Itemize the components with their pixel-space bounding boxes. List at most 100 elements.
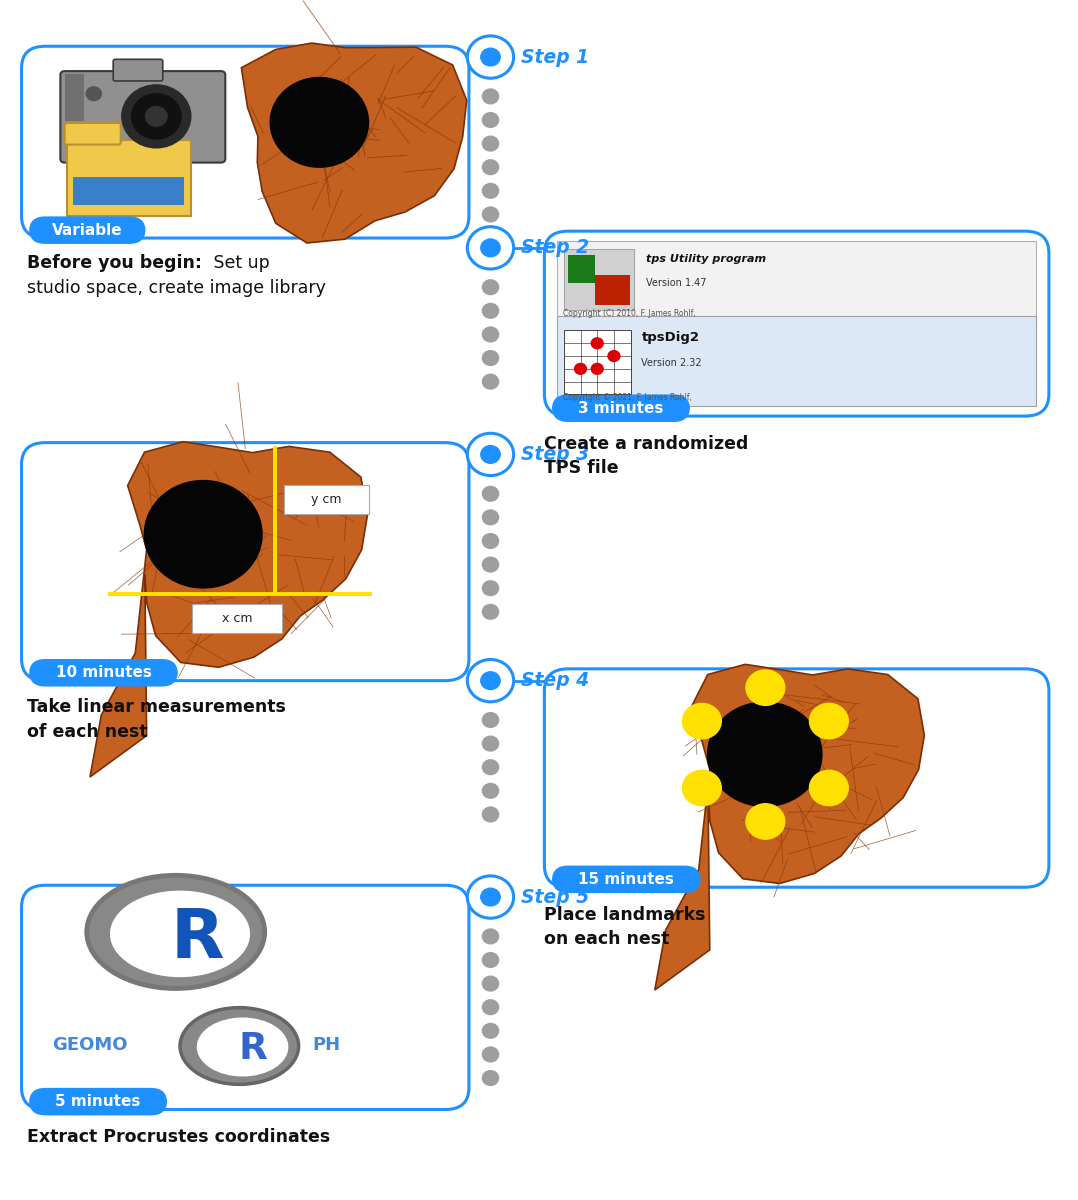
- FancyBboxPatch shape: [564, 248, 634, 310]
- Circle shape: [810, 770, 848, 805]
- Text: PH: PH: [313, 1036, 341, 1054]
- Circle shape: [483, 953, 498, 967]
- Circle shape: [483, 557, 498, 572]
- FancyBboxPatch shape: [22, 886, 469, 1110]
- Polygon shape: [241, 43, 467, 244]
- Circle shape: [132, 94, 181, 139]
- Text: Step 2: Step 2: [521, 239, 589, 257]
- FancyBboxPatch shape: [22, 443, 469, 680]
- Circle shape: [483, 1048, 498, 1062]
- Text: Create a randomized: Create a randomized: [544, 434, 749, 452]
- Circle shape: [122, 85, 191, 148]
- Ellipse shape: [86, 875, 265, 989]
- Circle shape: [608, 350, 620, 361]
- Text: R: R: [239, 1031, 267, 1067]
- Circle shape: [483, 1070, 498, 1086]
- FancyBboxPatch shape: [113, 59, 163, 80]
- Text: Step 4: Step 4: [521, 671, 589, 690]
- Text: 5 minutes: 5 minutes: [55, 1094, 141, 1109]
- Polygon shape: [89, 442, 368, 776]
- Circle shape: [468, 36, 514, 78]
- Circle shape: [682, 703, 721, 739]
- FancyBboxPatch shape: [73, 178, 184, 204]
- FancyBboxPatch shape: [557, 241, 1036, 322]
- Circle shape: [483, 1000, 498, 1014]
- Text: Version 1.47: Version 1.47: [646, 278, 706, 288]
- Text: Before you begin:: Before you begin:: [27, 253, 202, 271]
- Circle shape: [483, 374, 498, 389]
- Circle shape: [575, 364, 586, 374]
- Circle shape: [483, 113, 498, 127]
- Text: on each nest: on each nest: [544, 930, 669, 948]
- FancyBboxPatch shape: [65, 74, 84, 121]
- Text: Take linear measurements: Take linear measurements: [27, 698, 286, 716]
- Text: R: R: [170, 905, 224, 972]
- Text: Step 5: Step 5: [521, 888, 589, 906]
- FancyBboxPatch shape: [557, 316, 1036, 407]
- Text: Step 1: Step 1: [521, 48, 589, 66]
- Circle shape: [483, 605, 498, 619]
- FancyBboxPatch shape: [595, 275, 630, 305]
- Circle shape: [483, 760, 498, 774]
- Circle shape: [483, 808, 498, 822]
- FancyBboxPatch shape: [67, 139, 191, 216]
- Text: studio space, create image library: studio space, create image library: [27, 280, 326, 298]
- FancyBboxPatch shape: [564, 330, 631, 395]
- Text: x cm: x cm: [222, 612, 252, 625]
- Text: Copyright (C) 2010, F. James Rohlf,: Copyright (C) 2010, F. James Rohlf,: [563, 308, 695, 318]
- Text: Version 2.32: Version 2.32: [641, 358, 702, 367]
- Circle shape: [481, 445, 500, 463]
- Text: 15 minutes: 15 minutes: [579, 872, 674, 887]
- Circle shape: [746, 804, 785, 839]
- Circle shape: [481, 672, 500, 690]
- Circle shape: [271, 78, 369, 167]
- Circle shape: [483, 977, 498, 991]
- Text: Copyright © 2021, F. James Rohlf,: Copyright © 2021, F. James Rohlf,: [563, 394, 692, 402]
- Text: Step 3: Step 3: [521, 445, 589, 464]
- Circle shape: [481, 239, 500, 257]
- FancyBboxPatch shape: [65, 122, 121, 144]
- Circle shape: [468, 876, 514, 918]
- Circle shape: [483, 137, 498, 151]
- Text: Variable: Variable: [52, 223, 123, 238]
- Circle shape: [682, 770, 721, 805]
- FancyBboxPatch shape: [29, 1088, 167, 1116]
- FancyBboxPatch shape: [284, 485, 369, 515]
- Circle shape: [483, 737, 498, 751]
- FancyBboxPatch shape: [552, 865, 701, 893]
- Text: GEOMO: GEOMO: [52, 1036, 127, 1054]
- Circle shape: [483, 534, 498, 548]
- FancyBboxPatch shape: [29, 216, 146, 244]
- Circle shape: [483, 784, 498, 798]
- Circle shape: [810, 703, 848, 739]
- Circle shape: [146, 107, 167, 126]
- Circle shape: [483, 160, 498, 174]
- Circle shape: [481, 888, 500, 906]
- Text: tpsDig2: tpsDig2: [641, 331, 700, 344]
- FancyBboxPatch shape: [192, 604, 282, 634]
- Circle shape: [483, 350, 498, 366]
- Circle shape: [483, 328, 498, 342]
- Ellipse shape: [180, 1008, 299, 1085]
- FancyBboxPatch shape: [29, 659, 178, 686]
- Circle shape: [144, 480, 262, 588]
- Circle shape: [483, 1024, 498, 1038]
- Circle shape: [483, 304, 498, 318]
- Circle shape: [483, 89, 498, 103]
- Circle shape: [483, 510, 498, 524]
- Text: 3 minutes: 3 minutes: [578, 401, 664, 415]
- FancyBboxPatch shape: [552, 395, 690, 422]
- Text: of each nest: of each nest: [27, 722, 148, 740]
- Circle shape: [481, 48, 500, 66]
- Ellipse shape: [110, 890, 250, 977]
- Circle shape: [483, 486, 498, 502]
- Circle shape: [483, 713, 498, 727]
- Circle shape: [483, 208, 498, 222]
- Circle shape: [483, 280, 498, 294]
- Circle shape: [468, 227, 514, 269]
- FancyBboxPatch shape: [60, 71, 225, 162]
- Circle shape: [592, 338, 604, 349]
- Text: tps Utility program: tps Utility program: [646, 254, 765, 264]
- Circle shape: [483, 184, 498, 198]
- Circle shape: [483, 929, 498, 943]
